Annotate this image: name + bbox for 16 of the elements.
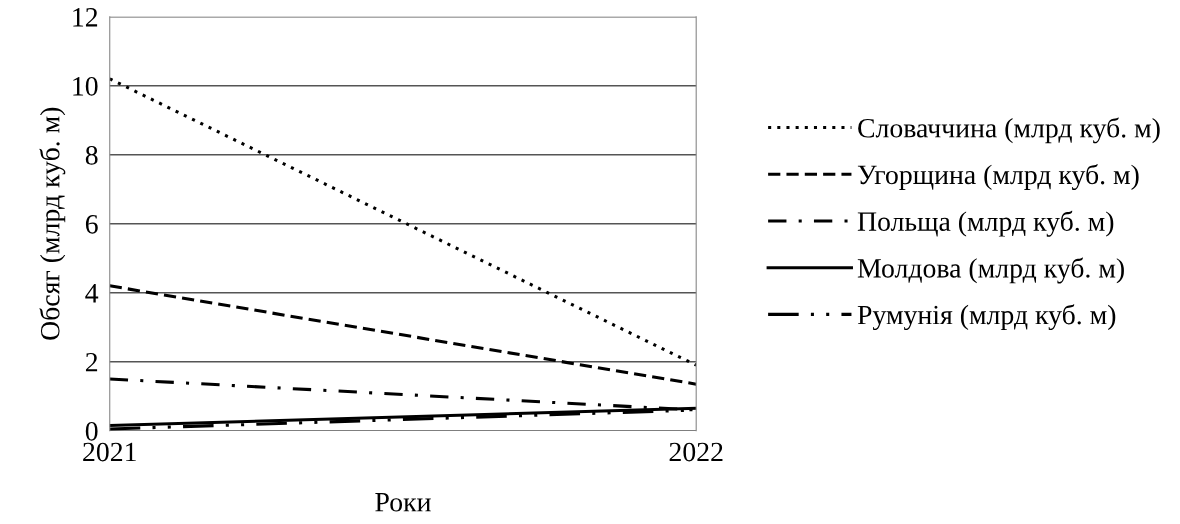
legend-label: Угорщина (млрд куб. м): [857, 164, 1139, 190]
legend-label: Польща (млрд куб. м): [857, 210, 1114, 237]
y-axis-title: Обсяг (млрд куб. м): [39, 107, 66, 340]
x-tick-label: 2022: [669, 442, 723, 462]
y-tick-label: 12: [73, 8, 98, 27]
y-tick-label: 6: [85, 214, 98, 234]
legend-label: Румунія (млрд куб. м): [857, 304, 1116, 331]
y-tick-label: 4: [85, 284, 99, 303]
y-tick-label: 0: [85, 421, 98, 441]
y-tick-label: 8: [85, 145, 98, 165]
y-tick-label: 10: [73, 76, 98, 96]
x-axis-title: Роки: [375, 493, 431, 512]
legend-label: Молдова (млрд куб. м): [857, 257, 1124, 284]
y-tick-label: 2: [85, 352, 98, 372]
legend-label: Словаччина (млрд куб. м): [858, 117, 1160, 144]
x-tick-label: 2021: [83, 442, 136, 462]
